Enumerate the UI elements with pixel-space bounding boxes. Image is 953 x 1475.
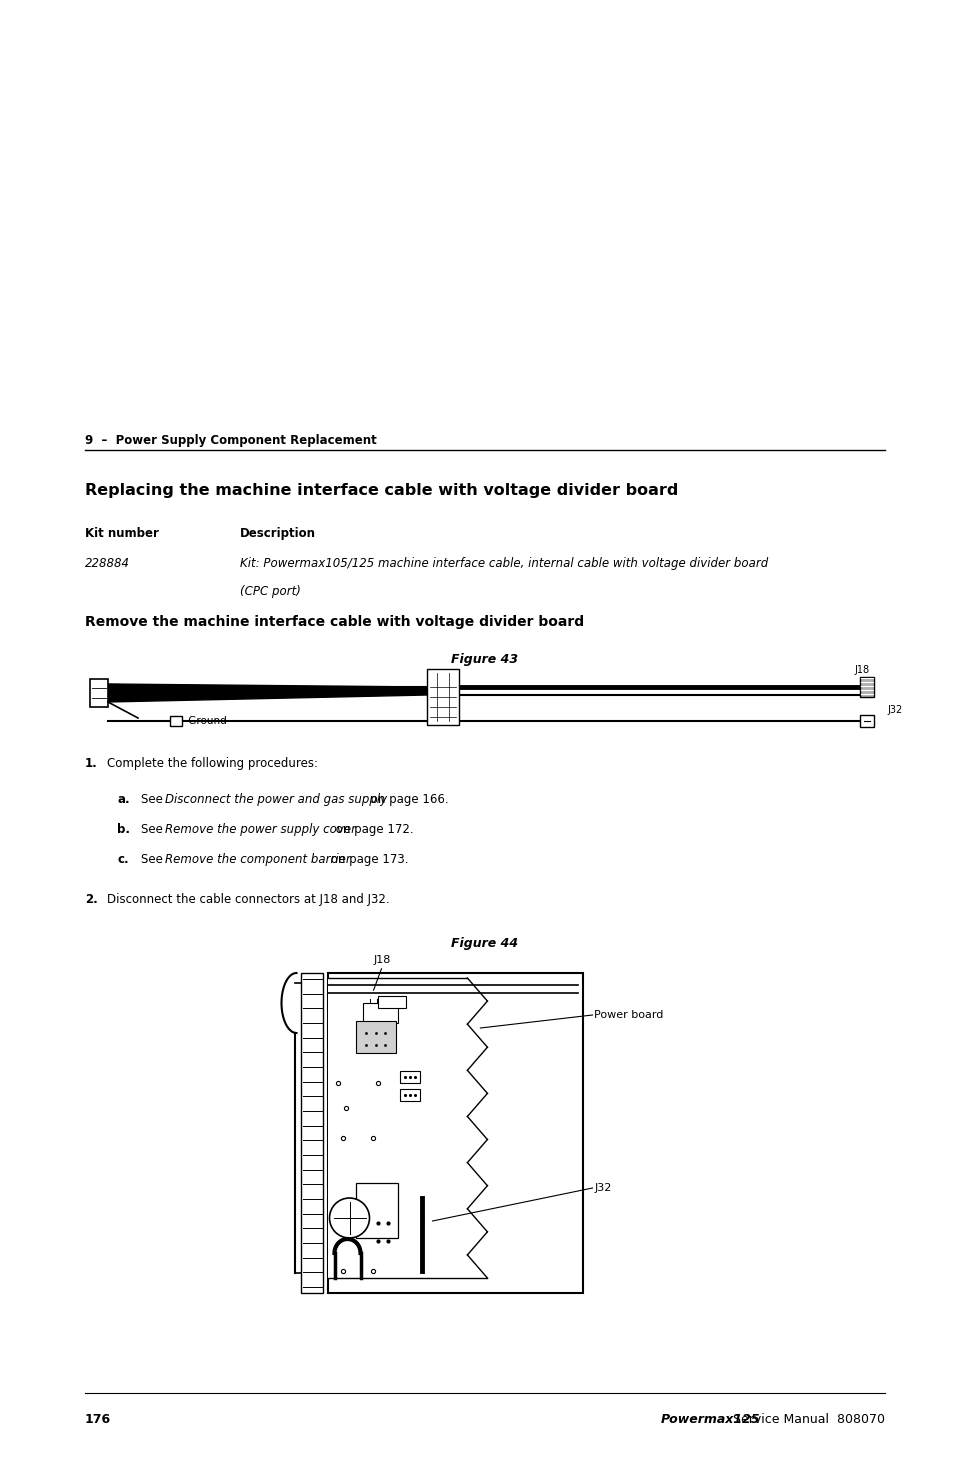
Bar [328, 978, 475, 1277]
Text: Figure 44: Figure 44 [451, 937, 518, 950]
Text: Disconnect the cable connectors at J18 and J32.: Disconnect the cable connectors at J18 a… [107, 892, 389, 906]
Text: Complete the following procedures:: Complete the following procedures: [107, 757, 317, 770]
Bar [399, 1089, 419, 1100]
Text: Remove the machine interface cable with voltage divider board: Remove the machine interface cable with … [85, 615, 583, 628]
Text: J32: J32 [886, 705, 902, 715]
Text: Figure 43: Figure 43 [451, 653, 518, 667]
Text: Ground: Ground [185, 715, 227, 726]
Text: J18: J18 [854, 665, 868, 676]
Text: See: See [141, 823, 167, 836]
Bar [90, 678, 108, 707]
Text: Description: Description [240, 527, 315, 540]
Bar [859, 677, 873, 698]
Text: c.: c. [117, 853, 129, 866]
Text: 228884: 228884 [85, 558, 130, 569]
Bar [399, 1071, 419, 1083]
Text: 9  –  Power Supply Component Replacement: 9 – Power Supply Component Replacement [85, 434, 376, 447]
Text: b.: b. [117, 823, 130, 836]
Text: Remove the power supply cover: Remove the power supply cover [165, 823, 356, 836]
Bar [427, 670, 458, 726]
Bar [170, 715, 182, 726]
Bar [301, 974, 323, 1294]
Text: Power board: Power board [594, 1010, 663, 1021]
Text: 2.: 2. [85, 892, 97, 906]
Polygon shape [108, 684, 427, 702]
Bar [362, 1003, 397, 1024]
Text: Replacing the machine interface cable with voltage divider board: Replacing the machine interface cable wi… [85, 482, 678, 499]
Text: 176: 176 [85, 1413, 111, 1426]
Text: See: See [141, 794, 167, 805]
Text: on page 173.: on page 173. [326, 853, 408, 866]
Bar [377, 996, 405, 1007]
Bar [327, 974, 582, 1294]
Text: 1.: 1. [85, 757, 97, 770]
Text: Powermax125: Powermax125 [660, 1413, 760, 1426]
Bar [355, 1183, 397, 1238]
Text: on page 172.: on page 172. [332, 823, 414, 836]
Text: Kit number: Kit number [85, 527, 159, 540]
Text: Kit: Powermax105/125 machine interface cable, internal cable with voltage divide: Kit: Powermax105/125 machine interface c… [240, 558, 767, 569]
Text: Service Manual  808070: Service Manual 808070 [728, 1413, 884, 1426]
Text: Remove the component barrier: Remove the component barrier [165, 853, 351, 866]
Bar [859, 715, 873, 727]
Text: J18: J18 [374, 954, 391, 965]
Circle shape [329, 1198, 369, 1238]
Text: on page 166.: on page 166. [367, 794, 448, 805]
Text: (CPC port): (CPC port) [240, 586, 300, 597]
Text: Disconnect the power and gas supply: Disconnect the power and gas supply [165, 794, 387, 805]
Bar [355, 1021, 395, 1053]
Text: J32: J32 [594, 1183, 611, 1193]
Text: a.: a. [117, 794, 130, 805]
Text: See: See [141, 853, 167, 866]
